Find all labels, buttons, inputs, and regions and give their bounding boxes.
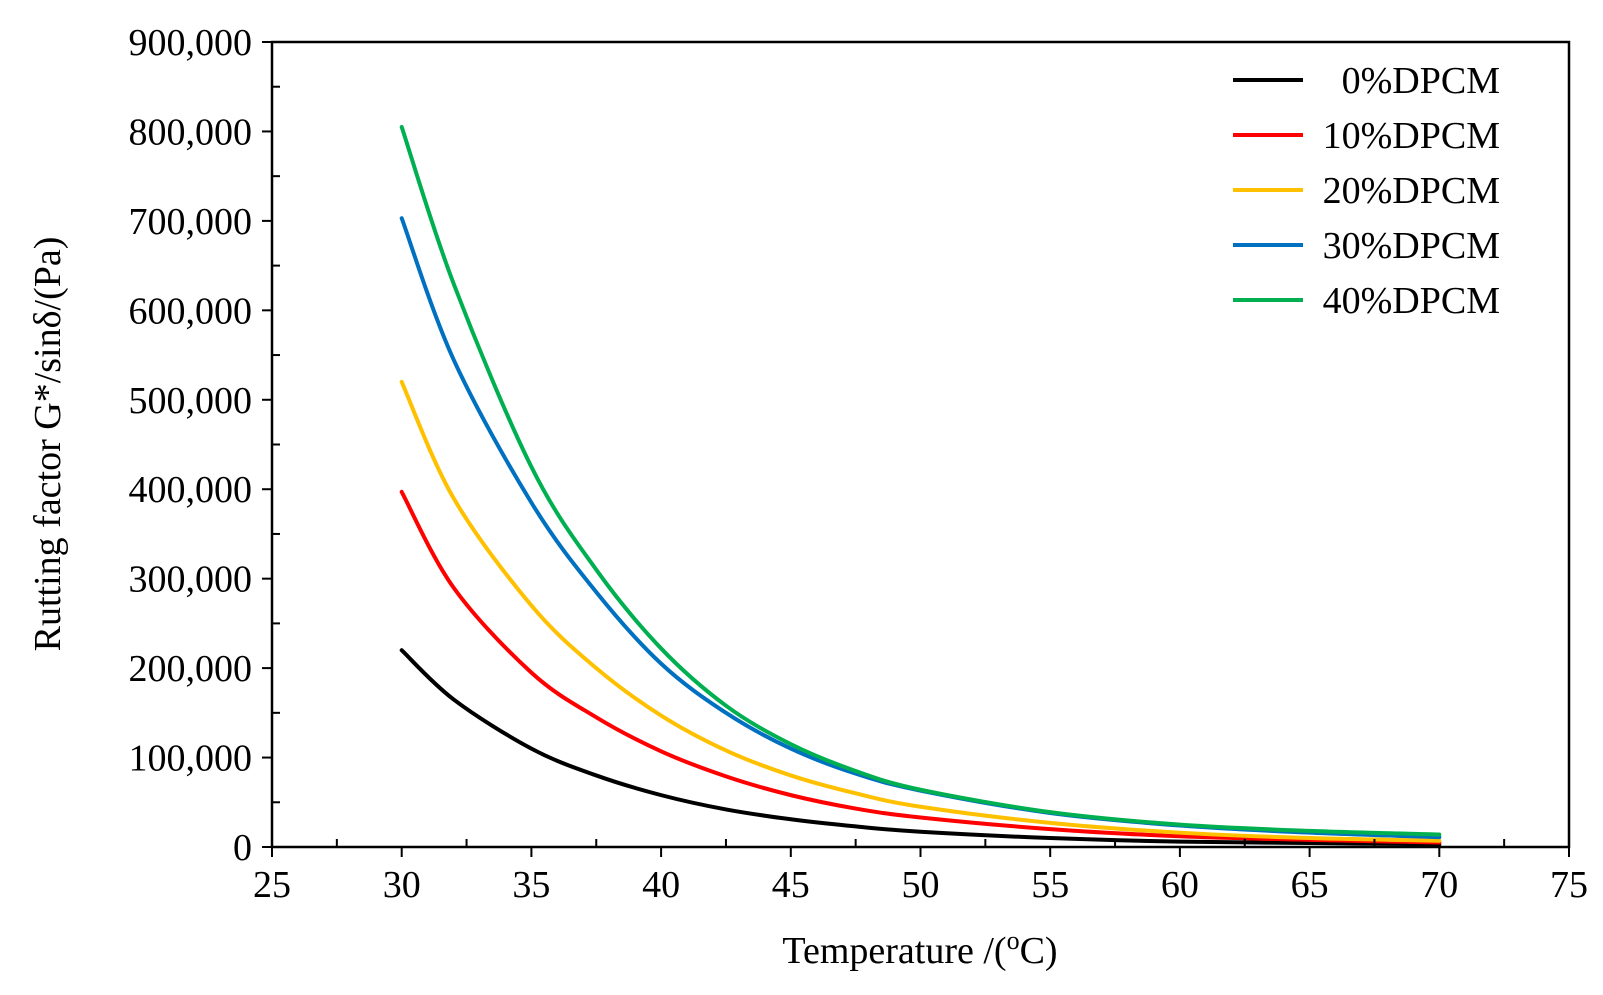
tick-layer: 25 30 35 40 45 50 55 60 65 70 75 0 100,000 200,000 300… [129, 22, 1589, 906]
y-tick-label: 400,000 [129, 469, 253, 511]
y-tick-label: 100,000 [129, 738, 253, 780]
series-line-4 [399, 124, 1442, 837]
legend-label-0: 0%DPCM [1342, 60, 1500, 102]
y-tick-label: 700,000 [129, 201, 253, 243]
y-axis-title: Rutting factor G*/sinδ/(Pa) [27, 237, 69, 652]
x-tick-label: 40 [642, 864, 680, 906]
legend-label-3: 30%DPCM [1323, 225, 1500, 267]
y-tick-label: 800,000 [129, 111, 253, 153]
x-tick-label: 60 [1161, 864, 1199, 906]
x-tick-label: 25 [253, 864, 291, 906]
series-line-2 [399, 379, 1442, 843]
y-tick-label: 500,000 [129, 380, 253, 422]
series-line-3 [399, 216, 1442, 840]
x-axis-title: Temperature /(oC) [782, 926, 1057, 972]
legend: 0%DPCM 10%DPCM 20%DPCM 30%DPCM 40%DPCM [1233, 60, 1500, 322]
x-tick-label: 70 [1420, 864, 1458, 906]
series-line-1 [399, 489, 1442, 845]
legend-label-2: 20%DPCM [1323, 170, 1500, 212]
x-tick-label: 45 [772, 864, 810, 906]
legend-label-4: 40%DPCM [1323, 280, 1500, 322]
y-tick-label: 300,000 [129, 559, 253, 601]
series-line-0 [399, 648, 1442, 847]
plot-area-frame [270, 40, 1571, 849]
x-tick-label: 35 [512, 864, 550, 906]
y-tick-label: 0 [233, 827, 252, 869]
y-tick-label: 600,000 [129, 290, 253, 332]
x-tick-label: 30 [383, 864, 421, 906]
x-tick-label: 65 [1291, 864, 1329, 906]
legend-label-1: 10%DPCM [1323, 115, 1500, 157]
x-tick-label: 50 [902, 864, 940, 906]
x-tick-label: 75 [1550, 864, 1588, 906]
y-tick-label: 900,000 [129, 22, 253, 64]
y-tick-label: 200,000 [129, 648, 253, 690]
x-tick-label: 55 [1031, 864, 1069, 906]
series-layer [399, 124, 1442, 847]
